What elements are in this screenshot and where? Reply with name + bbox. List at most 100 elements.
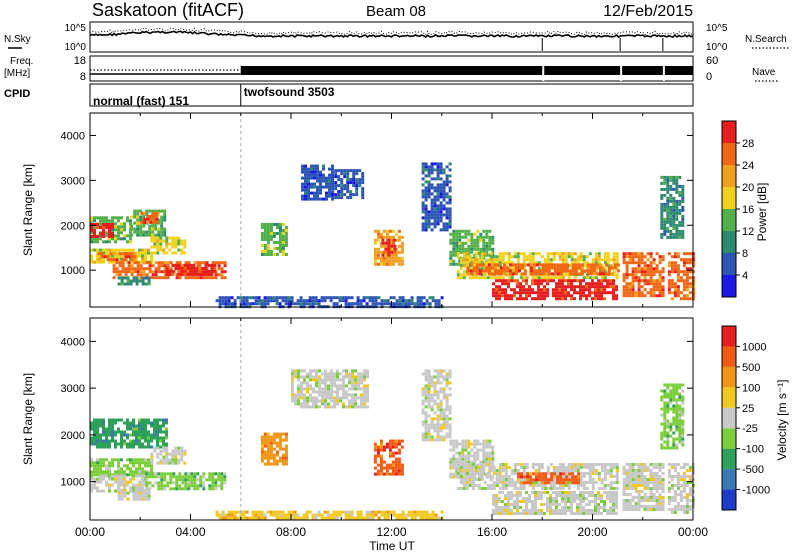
echo-cell <box>486 258 490 262</box>
echo-cell <box>401 296 405 300</box>
echo-cell <box>172 481 176 485</box>
echo-cell <box>571 263 575 267</box>
echo-cell <box>111 436 114 440</box>
echo-cell <box>564 506 567 509</box>
echo-cell <box>685 279 689 283</box>
echo-cell <box>233 302 237 306</box>
echo-cell <box>321 378 324 382</box>
echo-cell <box>132 433 135 437</box>
echo-cell <box>201 272 205 276</box>
echo-cell <box>172 475 176 479</box>
echo-cell <box>439 228 443 232</box>
echo-cell <box>473 442 477 446</box>
echo-cell <box>365 302 369 306</box>
echo-cell <box>658 466 662 469</box>
echo-cell <box>327 390 330 394</box>
echo-cell <box>322 179 325 183</box>
echo-cell <box>625 475 629 478</box>
echo-cell <box>314 299 318 303</box>
echo-cell <box>598 263 602 267</box>
echo-cell <box>339 387 342 391</box>
echo-cell <box>281 229 285 232</box>
echo-cell <box>424 432 428 436</box>
echo-cell <box>535 272 539 276</box>
echo-cell <box>102 219 105 223</box>
echo-cell <box>567 497 570 500</box>
echo-cell <box>427 210 431 214</box>
echo-cell <box>585 503 588 506</box>
echo-cell <box>126 464 129 468</box>
echo-cell <box>394 442 398 446</box>
echo-cell <box>637 288 641 292</box>
echo-cell <box>552 279 555 283</box>
echo-cell <box>126 219 129 223</box>
echo-cell <box>93 464 96 468</box>
echo-cell <box>433 423 437 427</box>
echo-cell <box>576 285 579 289</box>
echo-cell <box>322 197 325 201</box>
echo-cell <box>540 279 543 283</box>
echo-cell <box>573 261 577 265</box>
echo-cell <box>522 261 526 265</box>
echo-cell <box>688 282 692 286</box>
echo-cell <box>610 266 614 270</box>
echo-cell <box>278 444 282 448</box>
echo-cell <box>430 435 434 439</box>
echo-cell <box>394 469 398 473</box>
echo-cell <box>646 270 650 274</box>
echo-cell <box>582 497 585 500</box>
echo-cell <box>522 500 525 503</box>
echo-cell <box>579 503 582 506</box>
echo-cell <box>585 282 588 286</box>
echo-cell <box>520 266 524 270</box>
echo-cell <box>328 191 331 195</box>
echo-cell <box>90 229 93 232</box>
echo-cell <box>603 466 607 469</box>
echo-cell <box>670 270 674 274</box>
echo-cell <box>537 276 541 280</box>
echo-cell <box>386 302 390 306</box>
echo-cell <box>567 469 571 472</box>
echo-cell <box>465 264 469 268</box>
echo-cell <box>227 296 231 300</box>
echo-cell <box>117 225 120 229</box>
echo-cell <box>522 252 526 256</box>
echo-cell <box>628 258 632 262</box>
echo-cell <box>661 484 665 487</box>
echo-cell <box>114 228 117 232</box>
echo-cell <box>603 261 607 265</box>
echo-cell <box>421 225 425 229</box>
echo-cell <box>117 494 121 498</box>
echo-cell <box>628 255 632 259</box>
echo-cell <box>133 258 137 262</box>
echo-cell <box>306 396 309 400</box>
echo-cell <box>477 466 481 469</box>
echo-cell <box>507 261 511 265</box>
echo-cell <box>430 210 434 214</box>
colorbar-swatch <box>722 121 736 143</box>
echo-cell <box>96 223 99 226</box>
echo-cell <box>363 390 366 394</box>
echo-cell <box>150 445 153 449</box>
echo-cell <box>151 276 155 280</box>
echo-cell <box>136 215 140 219</box>
echo-cell <box>427 186 431 190</box>
echo-cell <box>522 497 525 500</box>
echo-cell <box>485 454 489 458</box>
echo-cell <box>397 256 401 260</box>
echo-cell <box>272 232 276 235</box>
echo-cell <box>442 192 446 196</box>
echo-cell <box>328 176 331 180</box>
echo-cell <box>576 487 580 490</box>
echo-cell <box>516 491 519 494</box>
echo-cell <box>631 463 635 466</box>
echo-cell <box>376 235 380 239</box>
echo-cell <box>168 452 172 456</box>
echo-cell <box>546 252 550 256</box>
echo-cell <box>570 294 573 298</box>
echo-cell <box>661 472 665 475</box>
echo-cell <box>470 247 474 251</box>
echo-cell <box>376 238 380 242</box>
echo-cell <box>628 285 632 289</box>
echo-cell <box>99 219 102 223</box>
